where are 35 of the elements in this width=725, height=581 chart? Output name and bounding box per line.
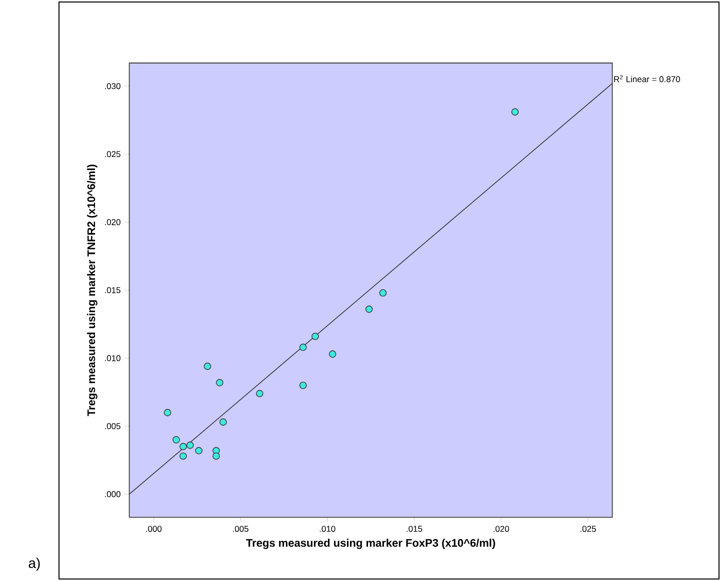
point <box>164 408 172 416</box>
y-tick-label: .005 <box>104 423 120 430</box>
point <box>186 442 194 449</box>
point <box>379 289 387 297</box>
point <box>216 378 224 386</box>
point <box>299 382 307 390</box>
point <box>365 306 373 313</box>
point <box>195 447 202 454</box>
point <box>219 418 227 426</box>
y-tick-label: .020 <box>104 219 120 226</box>
point <box>328 350 336 358</box>
y-tick-label: .000 <box>104 491 120 498</box>
point <box>312 332 319 340</box>
y-tick-label: .030 <box>104 83 120 90</box>
x-tick-label: .020 <box>494 526 510 532</box>
x-tick-label: .000 <box>146 526 162 532</box>
x-tick-label: .005 <box>232 526 248 532</box>
x-tick-label: .025 <box>580 526 596 532</box>
annotation: R$^{2}$ Linear = 0.870 <box>614 75 680 82</box>
point <box>204 362 212 370</box>
point <box>511 108 519 116</box>
x-tick-label: .015 <box>406 526 422 532</box>
y-tick-label: .025 <box>104 151 120 158</box>
point <box>172 436 180 444</box>
point <box>212 452 220 460</box>
x-axis-title: Tregs measured using marker FoxP3 (x10^6/ml) <box>246 538 496 550</box>
point <box>299 344 307 351</box>
point <box>256 390 264 398</box>
point <box>180 442 187 450</box>
text: a) <box>28 558 40 571</box>
y-tick-label: .010 <box>104 355 120 362</box>
y-axis-title: Tregs measured using marker TNFR2 (x10^6/ml) <box>87 164 98 416</box>
point <box>180 452 187 460</box>
x-tick-label: .010 <box>320 526 336 532</box>
y-tick-label: .015 <box>104 287 120 294</box>
